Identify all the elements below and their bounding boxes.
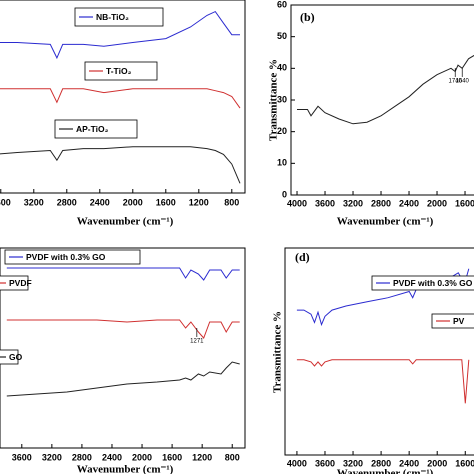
x-tick-label: 1600 — [455, 458, 474, 468]
x-tick-label: 2400 — [399, 198, 419, 208]
x-tick-label: 2800 — [371, 458, 391, 468]
x-tick-label: 2400 — [102, 452, 122, 462]
annotation: 1271 — [190, 339, 204, 345]
y-tick-label: 30 — [277, 94, 287, 104]
plot-frame — [0, 0, 246, 194]
panel-label: (b) — [300, 10, 315, 24]
x-tick-label: 2400 — [399, 458, 419, 468]
panel: 4000 3600 3200 2800 2400 2000 1600 Wavenumber (… — [272, 247, 474, 474]
annotation: 1640 — [456, 79, 470, 85]
y-tick-label: 10 — [277, 158, 287, 168]
legend-label: T-TiO₂ — [106, 66, 132, 76]
legend-box — [0, 275, 29, 291]
x-tick-label: 800 — [225, 452, 240, 462]
x-tick-label: 3200 — [343, 198, 363, 208]
x-tick-label: 2000 — [427, 458, 447, 468]
legend-label: PV — [453, 316, 465, 326]
y-tick-label: 60 — [277, 0, 287, 9]
x-tick-label: 3600 — [315, 458, 335, 468]
x-tick-label: 3600 — [0, 197, 11, 207]
series-line — [6, 361, 240, 397]
x-axis-label: Wavenumber (cm⁻¹) — [77, 464, 174, 474]
panel: 3600 3200 2800 2400 2000 1600 1200 800 Wavenumbe… — [0, 0, 246, 228]
x-tick-label: 1600 — [162, 452, 182, 462]
legend-box — [84, 61, 158, 81]
legend-box — [4, 249, 141, 265]
x-tick-label: 2800 — [72, 452, 92, 462]
x-tick-label: 1200 — [189, 197, 209, 207]
series-line — [296, 268, 470, 327]
legend-label: GO — [9, 352, 23, 362]
legend-label: PVDF with 0.3% GO — [26, 252, 106, 262]
x-tick-label: 800 — [224, 197, 239, 207]
series-line — [6, 319, 240, 339]
legend-label: NB-TiO₂ — [96, 12, 129, 22]
panel: 3600 3200 2800 2400 2000 1600 1200 800 Wavenumbe… — [0, 247, 246, 474]
x-axis-label: Wavenumber (cm⁻¹) — [77, 216, 174, 228]
plot-frame — [284, 247, 474, 456]
x-axis-label: Wavenumber (cm⁻¹) — [337, 468, 434, 474]
x-tick-label: 3600 — [315, 198, 335, 208]
x-tick-label: 2000 — [427, 198, 447, 208]
legend-box — [74, 7, 164, 27]
x-tick-label: 2000 — [132, 452, 152, 462]
series-line — [6, 267, 240, 281]
series-line — [0, 146, 241, 184]
y-axis-label: Transmittance % — [272, 311, 284, 393]
x-tick-label: 1200 — [192, 452, 212, 462]
legend-box — [371, 275, 474, 291]
plot-frame — [290, 4, 474, 196]
plot-area — [6, 267, 240, 397]
y-tick-label: 0 — [282, 189, 287, 199]
x-axis-label: Wavenumber (cm⁻¹) — [337, 216, 434, 228]
legend-label: PVDF with 0.3% GO an — [393, 278, 474, 288]
x-tick-label: 2800 — [371, 198, 391, 208]
legend-box — [54, 119, 138, 139]
legend-box — [431, 313, 474, 329]
x-tick-label: 2000 — [123, 197, 143, 207]
y-tick-label: 50 — [277, 31, 287, 41]
x-tick-label: 2800 — [57, 197, 77, 207]
legend-label: PVDF — [9, 278, 32, 288]
panel: 4000 3600 3200 2800 2400 2000 1600 0 10 20 30 40 50 6… — [268, 0, 474, 228]
series-line — [296, 359, 470, 404]
x-tick-label: 1600 — [455, 198, 474, 208]
plot-frame — [0, 247, 246, 449]
annotation: 1740 — [449, 79, 463, 85]
plot-area — [296, 268, 470, 404]
x-tick-label: 4000 — [287, 198, 307, 208]
legend-box — [0, 349, 19, 365]
y-tick-label: 20 — [277, 126, 287, 136]
plot-area — [0, 10, 241, 184]
series-line — [297, 54, 474, 125]
y-axis-label: Transmittance % — [268, 59, 280, 141]
y-tick-label: 40 — [277, 63, 287, 73]
x-tick-label: 3200 — [343, 458, 363, 468]
x-tick-label: 3200 — [42, 452, 62, 462]
x-tick-label: 3600 — [12, 452, 32, 462]
x-tick-label: 3200 — [24, 197, 44, 207]
panel-label: (d) — [295, 250, 310, 264]
x-tick-label: 2400 — [90, 197, 110, 207]
x-tick-label: 1600 — [156, 197, 176, 207]
plot-area — [297, 54, 474, 125]
x-tick-label: 4000 — [287, 458, 307, 468]
legend-label: AP-TiO₂ — [76, 124, 109, 134]
series-line — [0, 10, 240, 60]
series-line — [0, 88, 241, 109]
